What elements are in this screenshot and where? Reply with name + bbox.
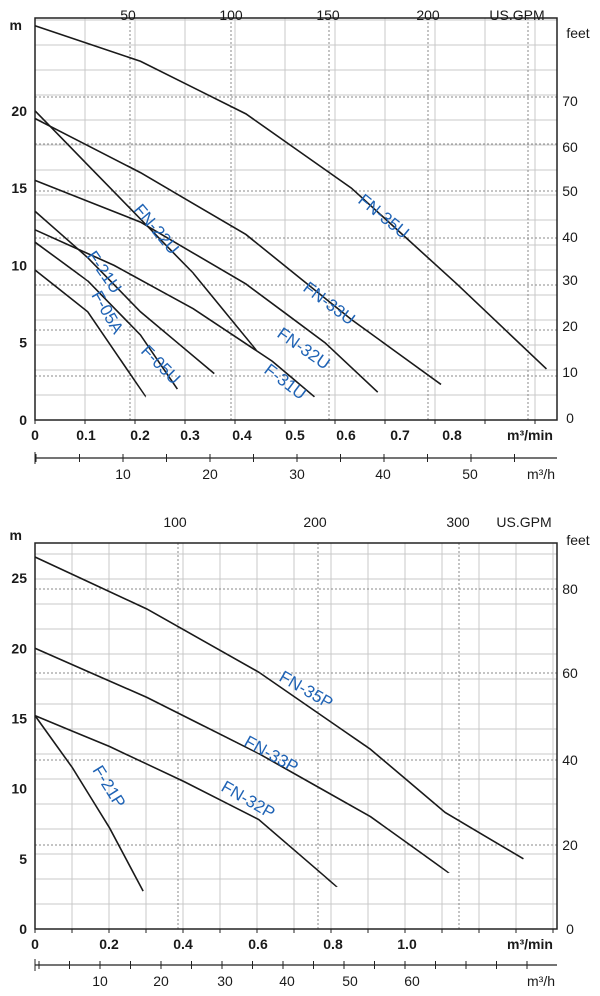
series-label-fn-35u: FN-35U bbox=[354, 190, 412, 242]
m3h-tick-label: 50 bbox=[342, 973, 358, 989]
gpm-tick-label: 300 bbox=[446, 514, 470, 530]
gpm-axis-unit: US.GPM bbox=[496, 514, 551, 530]
gpm-tick-label: 200 bbox=[416, 7, 440, 23]
curve-fn-35u bbox=[34, 24, 548, 370]
gpm-tick-label: 200 bbox=[303, 514, 327, 530]
y-tick-label: 15 bbox=[11, 710, 27, 726]
curve-fn-32u bbox=[34, 179, 379, 393]
series-label-fn-32u: FN-32U bbox=[274, 324, 334, 374]
m3h-tick-label: 60 bbox=[404, 973, 420, 989]
x-tick-label: 0.4 bbox=[232, 427, 252, 443]
plot-frame bbox=[34, 17, 558, 421]
feet-tick-label: 40 bbox=[562, 229, 578, 245]
gpm-tick-label: 100 bbox=[219, 7, 243, 23]
x-tick-label: 0 bbox=[31, 427, 39, 443]
m3h-tick-label: 20 bbox=[153, 973, 169, 989]
x-tick-label: 0.6 bbox=[336, 427, 356, 443]
y-axis-unit: m bbox=[10, 17, 22, 33]
y-axis-unit: m bbox=[10, 527, 22, 543]
feet-tick-label: 70 bbox=[562, 93, 578, 109]
x-tick-label: 0.2 bbox=[99, 936, 119, 952]
feet-tick-label: 20 bbox=[562, 837, 578, 853]
m3h-axis-unit: m³/h bbox=[527, 973, 555, 989]
y-tick-label: 5 bbox=[19, 335, 27, 351]
x-tick-label: 0.2 bbox=[130, 427, 150, 443]
m3h-tick-label: 50 bbox=[462, 466, 478, 482]
x-tick-label: 0.7 bbox=[390, 427, 410, 443]
gpm-tick-label: 150 bbox=[316, 7, 340, 23]
m3h-tick-label: 10 bbox=[115, 466, 131, 482]
series-label-fn-33u: FN-33U bbox=[300, 278, 359, 329]
y-tick-label: 20 bbox=[11, 103, 27, 119]
plot-frame bbox=[34, 542, 558, 930]
x-axis-unit: m³/min bbox=[507, 936, 553, 952]
feet-axis-unit: feet bbox=[566, 532, 589, 548]
m3h-axis-unit: m³/h bbox=[527, 466, 555, 482]
y-tick-label: 15 bbox=[11, 180, 27, 196]
x-tick-label: 0.1 bbox=[76, 427, 96, 443]
x-tick-label: 0 bbox=[31, 936, 39, 952]
feet-axis-unit: feet bbox=[566, 25, 589, 41]
gpm-tick-label: 100 bbox=[163, 514, 187, 530]
m3h-tick-label: 30 bbox=[217, 973, 233, 989]
curve-f-21p bbox=[34, 715, 144, 892]
series-label-fn-22u: FN-22U bbox=[130, 200, 183, 258]
curve-f-05a bbox=[34, 269, 147, 398]
series-label-fn-32p: FN-32P bbox=[218, 777, 278, 823]
curve-f-31u bbox=[34, 229, 315, 398]
gpm-tick-label: 50 bbox=[120, 7, 136, 23]
feet-tick-label: 20 bbox=[562, 318, 578, 334]
x-tick-label: 1.0 bbox=[397, 936, 417, 952]
feet-tick-label: 80 bbox=[562, 581, 578, 597]
y-tick-label: 25 bbox=[11, 570, 27, 586]
feet-tick-label: 10 bbox=[562, 364, 578, 380]
y-tick-label: 5 bbox=[19, 851, 27, 867]
curve-f-21u bbox=[34, 210, 215, 375]
gpm-axis-unit: US.GPM bbox=[489, 7, 544, 23]
x-tick-label: 0.6 bbox=[248, 936, 268, 952]
y-tick-label: 10 bbox=[11, 781, 27, 797]
feet-tick-label: 30 bbox=[562, 272, 578, 288]
m3h-tick-label: 40 bbox=[375, 466, 391, 482]
y-tick-label: 0 bbox=[19, 412, 27, 428]
feet-tick-label: 0 bbox=[566, 410, 574, 426]
feet-tick-label: 0 bbox=[566, 921, 574, 937]
curve-fn-35p bbox=[34, 556, 524, 860]
feet-tick-label: 50 bbox=[562, 183, 578, 199]
m3h-tick-label: 30 bbox=[289, 466, 305, 482]
curve-fn-32p bbox=[34, 714, 338, 888]
x-tick-label: 0.8 bbox=[323, 936, 343, 952]
series-label-f-05u: F-05U bbox=[137, 341, 184, 388]
curve-f-05u bbox=[34, 241, 179, 390]
y-tick-label: 20 bbox=[11, 640, 27, 656]
x-tick-label: 0.3 bbox=[180, 427, 200, 443]
curve-fn-22u bbox=[34, 110, 258, 351]
curve-fn-33p bbox=[34, 647, 450, 874]
m3h-tick-label: 10 bbox=[92, 973, 108, 989]
feet-tick-label: 60 bbox=[562, 139, 578, 155]
y-tick-label: 10 bbox=[11, 257, 27, 273]
curve-fn-33u bbox=[34, 117, 442, 386]
m3h-tick-label: 40 bbox=[279, 973, 295, 989]
x-tick-label: 0.4 bbox=[173, 936, 193, 952]
x-axis-unit: m³/min bbox=[507, 427, 553, 443]
feet-tick-label: 40 bbox=[562, 752, 578, 768]
feet-tick-label: 60 bbox=[562, 665, 578, 681]
m3h-tick-label: 20 bbox=[202, 466, 218, 482]
y-tick-label: 0 bbox=[19, 921, 27, 937]
x-tick-label: 0.8 bbox=[442, 427, 462, 443]
x-tick-label: 0.5 bbox=[285, 427, 305, 443]
